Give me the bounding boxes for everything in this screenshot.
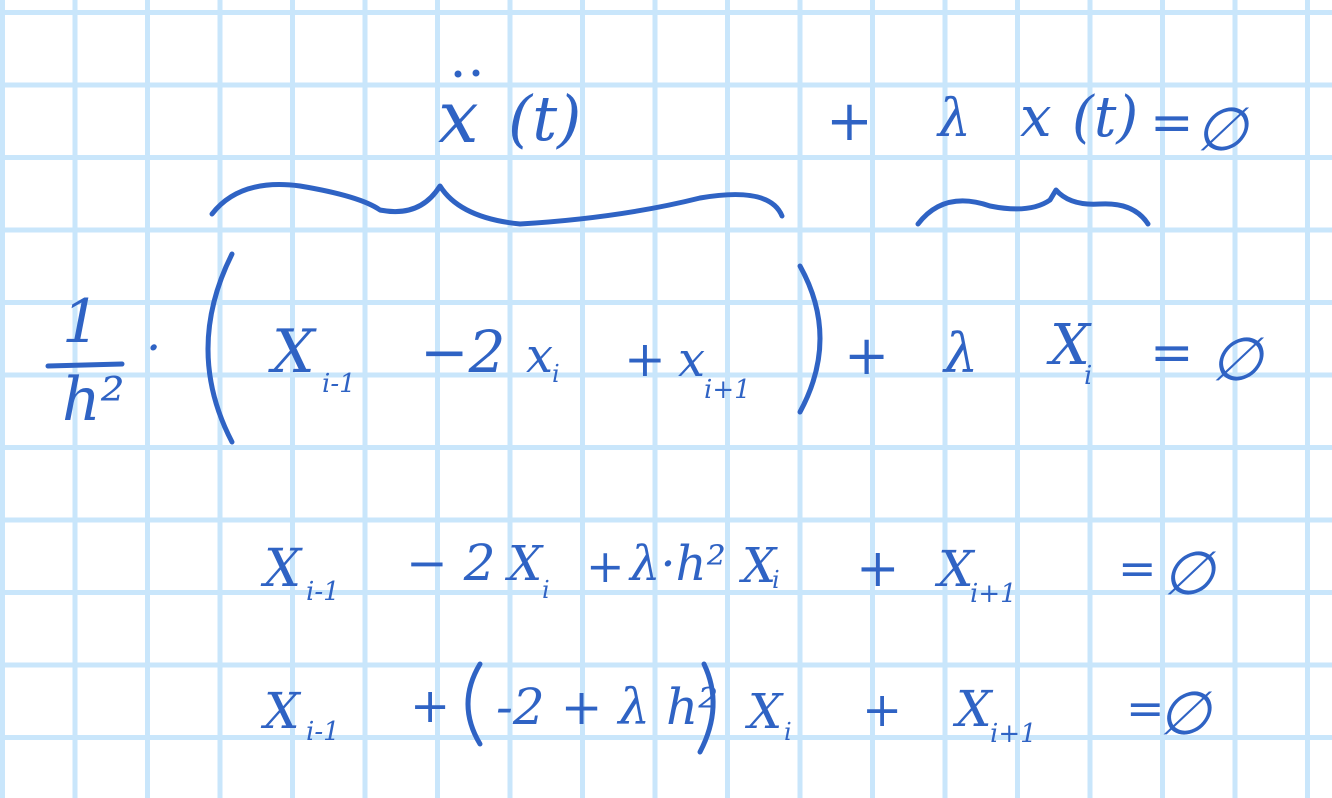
x-i2-3: X [738,538,778,594]
x-next: x [678,332,705,388]
t-paren-2: (t) [1072,85,1138,150]
minus-two-3: − 2 [406,534,496,592]
paren-close [797,263,823,415]
t-paren: (t) [508,82,581,155]
sub-i-3: i [542,576,550,604]
sub-next-3: i+1 [970,579,1017,609]
x-prev: X [268,317,317,387]
zero-2: ∅ [1210,325,1265,395]
paren-open-4 [465,661,483,747]
plus-4: + [586,539,625,593]
plus-3: + [844,324,889,387]
paren-open [205,251,235,445]
lambda-1: λ [936,89,971,149]
zero-1: ∅ [1195,95,1250,165]
X-i: X [1046,313,1092,378]
x-ddot: x [438,75,479,159]
x-prev-3: X [260,539,303,599]
x-next-4: X [952,680,994,738]
x-next-3: X [934,540,976,598]
plus-7: + [862,682,902,738]
sub-i2-3: i [772,566,780,594]
inner-expr: -2 + λ h² [496,678,718,736]
x-prev-4: X [260,682,302,740]
plus-6: + [410,678,450,734]
plus-1: + [826,89,873,154]
equation-line-4: X i-1 + -2 + λ h² X i + X i+1 = ∅ [260,661,1213,755]
x-i: x [526,328,553,384]
brace-right [915,187,1151,227]
equals-3: = [1118,541,1157,595]
brace-left [209,182,785,227]
x-i-4: X [744,684,784,740]
minus-two: −2 [420,318,506,386]
sub-prev-3: i-1 [306,577,340,607]
sub-prev: i-1 [322,369,356,399]
equation-line-1: x (t) + λ x (t) = ∅ [438,69,1250,165]
equals-4: = [1126,681,1165,735]
sub-prev-4: i-1 [306,717,340,747]
numerator-one: 1 [62,287,100,357]
plus-5: + [856,539,900,599]
x-i-3: X [504,536,544,592]
equation-line-2: 1 h² · X i-1 −2 x i + x i+1 + λ X i = ∅ [45,251,1265,445]
lambda-2: λ [942,322,978,385]
denominator-h2: h² [62,365,125,435]
ddot-2 [472,69,480,77]
paren-close-4 [697,661,716,755]
sub-i-4: i [784,718,792,746]
zero-3: ∅ [1162,539,1217,609]
x-1: x [1020,85,1052,150]
lambda-h2-3: λ·h² [628,536,726,592]
ddot-1 [454,70,462,78]
equation-line-3: X i-1 − 2 X i + λ·h² X i + X i+1 = ∅ [260,534,1217,609]
fraction-bar [45,361,125,369]
equals-1: = [1150,93,1194,153]
equals-2: = [1150,323,1194,383]
sub-next-4: i+1 [990,719,1037,749]
sub-i: i [552,360,560,388]
dot-1: · [146,320,161,376]
zero-4: ∅ [1158,679,1213,749]
plus-2: + [624,330,666,388]
sub-Xi: i [1084,361,1092,391]
sub-next: i+1 [704,375,751,405]
